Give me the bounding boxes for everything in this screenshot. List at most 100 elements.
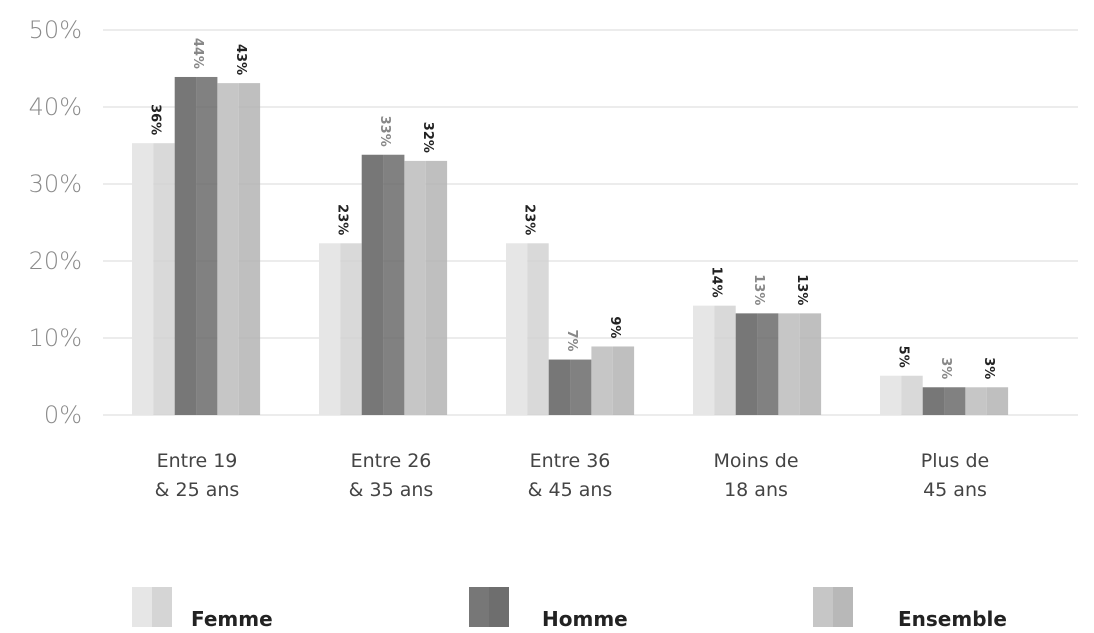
- y-tick-label: 20%: [29, 247, 82, 275]
- bar: [778, 313, 822, 415]
- legend-item: Ensemble: [813, 587, 1007, 631]
- bar: [922, 387, 966, 415]
- bar: [965, 387, 1009, 415]
- bar: [361, 154, 405, 416]
- bar-left-half: [965, 387, 987, 415]
- legend-swatch-right: [833, 587, 853, 627]
- y-tick-label: 10%: [29, 324, 82, 352]
- bar-right-half: [944, 387, 966, 415]
- data-label: 5%: [895, 346, 910, 368]
- bar-left-half: [693, 305, 715, 415]
- bar-shade: [944, 387, 966, 415]
- data-label: 44%: [190, 38, 205, 69]
- legend-swatch: [469, 587, 489, 627]
- bar-right-half: [527, 243, 549, 415]
- legend-item: Homme: [469, 587, 628, 631]
- bar-shade: [196, 76, 218, 415]
- bar-right-half: [383, 154, 405, 416]
- legend-swatch-right: [489, 587, 509, 627]
- bar: [506, 243, 549, 415]
- bar-shade: [901, 375, 923, 415]
- y-tick-label: 50%: [29, 16, 82, 44]
- data-label: 23%: [521, 204, 536, 235]
- bar-shade: [612, 346, 635, 415]
- bar-left-half: [319, 243, 341, 415]
- legend-swatch-right: [152, 587, 172, 627]
- bar: [548, 359, 592, 415]
- x-tick-label: Entre 19 & 25 ans: [155, 450, 240, 501]
- bar-right-half: [612, 346, 635, 415]
- bar: [217, 83, 261, 415]
- legend-label: Ensemble: [898, 607, 1007, 631]
- data-label: 9%: [607, 316, 622, 338]
- bar-shade: [986, 387, 1009, 415]
- data-label: 43%: [233, 44, 248, 75]
- x-tick-label: Moins de 18 ans: [713, 450, 798, 501]
- bar-shade: [425, 160, 448, 415]
- data-label: 14%: [708, 267, 723, 298]
- bar-left-half: [591, 346, 613, 415]
- bar-right-half: [757, 313, 779, 415]
- data-label: 13%: [751, 274, 766, 305]
- x-tick-label: Entre 36 & 45 ans: [528, 450, 613, 501]
- legend-swatch-shade: [833, 587, 853, 627]
- x-tick-label: Entre 26 & 35 ans: [349, 450, 434, 501]
- legend: Femme Homme Ensemble: [132, 587, 1007, 631]
- bar-right-half: [425, 160, 448, 415]
- bar-shade: [527, 243, 549, 415]
- bar-right-half: [901, 375, 923, 415]
- bar-right-half: [986, 387, 1009, 415]
- bar-right-half: [799, 313, 822, 415]
- bar-right-half: [196, 76, 218, 415]
- bar: [880, 375, 923, 415]
- bar: [735, 313, 779, 415]
- legend-item: Femme: [132, 587, 273, 631]
- data-labels: 36% 23% 23% 14% 5% 44% 33% 7% 13% 3% 43% 32% 9% 13% 3%: [147, 38, 995, 379]
- bar-shade: [799, 313, 822, 415]
- legend-label: Femme: [191, 607, 273, 631]
- bar-shade: [383, 154, 405, 416]
- bar-left-half: [778, 313, 800, 415]
- bar-left-half: [922, 387, 945, 415]
- bar-left-half: [361, 154, 384, 416]
- y-tick-label: 40%: [29, 93, 82, 121]
- bar-right-half: [714, 305, 736, 415]
- bar-shade: [757, 313, 779, 415]
- bar-left-half: [217, 83, 239, 415]
- legend-swatch-shade: [489, 587, 509, 627]
- data-label: 32%: [420, 122, 435, 153]
- bar-left-half: [548, 359, 571, 415]
- bar-left-half: [404, 160, 426, 415]
- data-label: 7%: [564, 329, 579, 351]
- legend-label: Homme: [542, 607, 628, 631]
- bar-right-half: [238, 83, 261, 415]
- legend-swatch: [132, 587, 152, 627]
- bar: [174, 76, 218, 415]
- bar: [591, 346, 635, 415]
- bar: [319, 243, 362, 415]
- bar-left-half: [506, 243, 528, 415]
- bar-shade: [714, 305, 736, 415]
- y-tick-label: 30%: [29, 170, 82, 198]
- bar-left-half: [174, 76, 197, 415]
- x-tick-label: Plus de 45 ans: [921, 450, 989, 501]
- bar-shade: [570, 359, 592, 415]
- data-label: 33%: [377, 116, 392, 147]
- data-label: 3%: [938, 357, 953, 379]
- bar-shade: [340, 243, 362, 415]
- y-tick-label: 0%: [44, 401, 82, 429]
- bar-right-half: [570, 359, 592, 415]
- bar: [404, 160, 448, 415]
- bar-left-half: [880, 375, 902, 415]
- bar-left-half: [132, 143, 154, 415]
- data-label: 3%: [981, 357, 996, 379]
- data-label: 23%: [334, 204, 349, 235]
- bar-right-half: [153, 143, 175, 415]
- legend-swatch: [813, 587, 833, 627]
- data-label: 13%: [794, 274, 809, 305]
- bar: [693, 305, 736, 415]
- y-axis-ticks: 0% 10% 20% 30% 40% 50%: [29, 16, 82, 429]
- bar-right-half: [340, 243, 362, 415]
- bar-shade: [238, 83, 261, 415]
